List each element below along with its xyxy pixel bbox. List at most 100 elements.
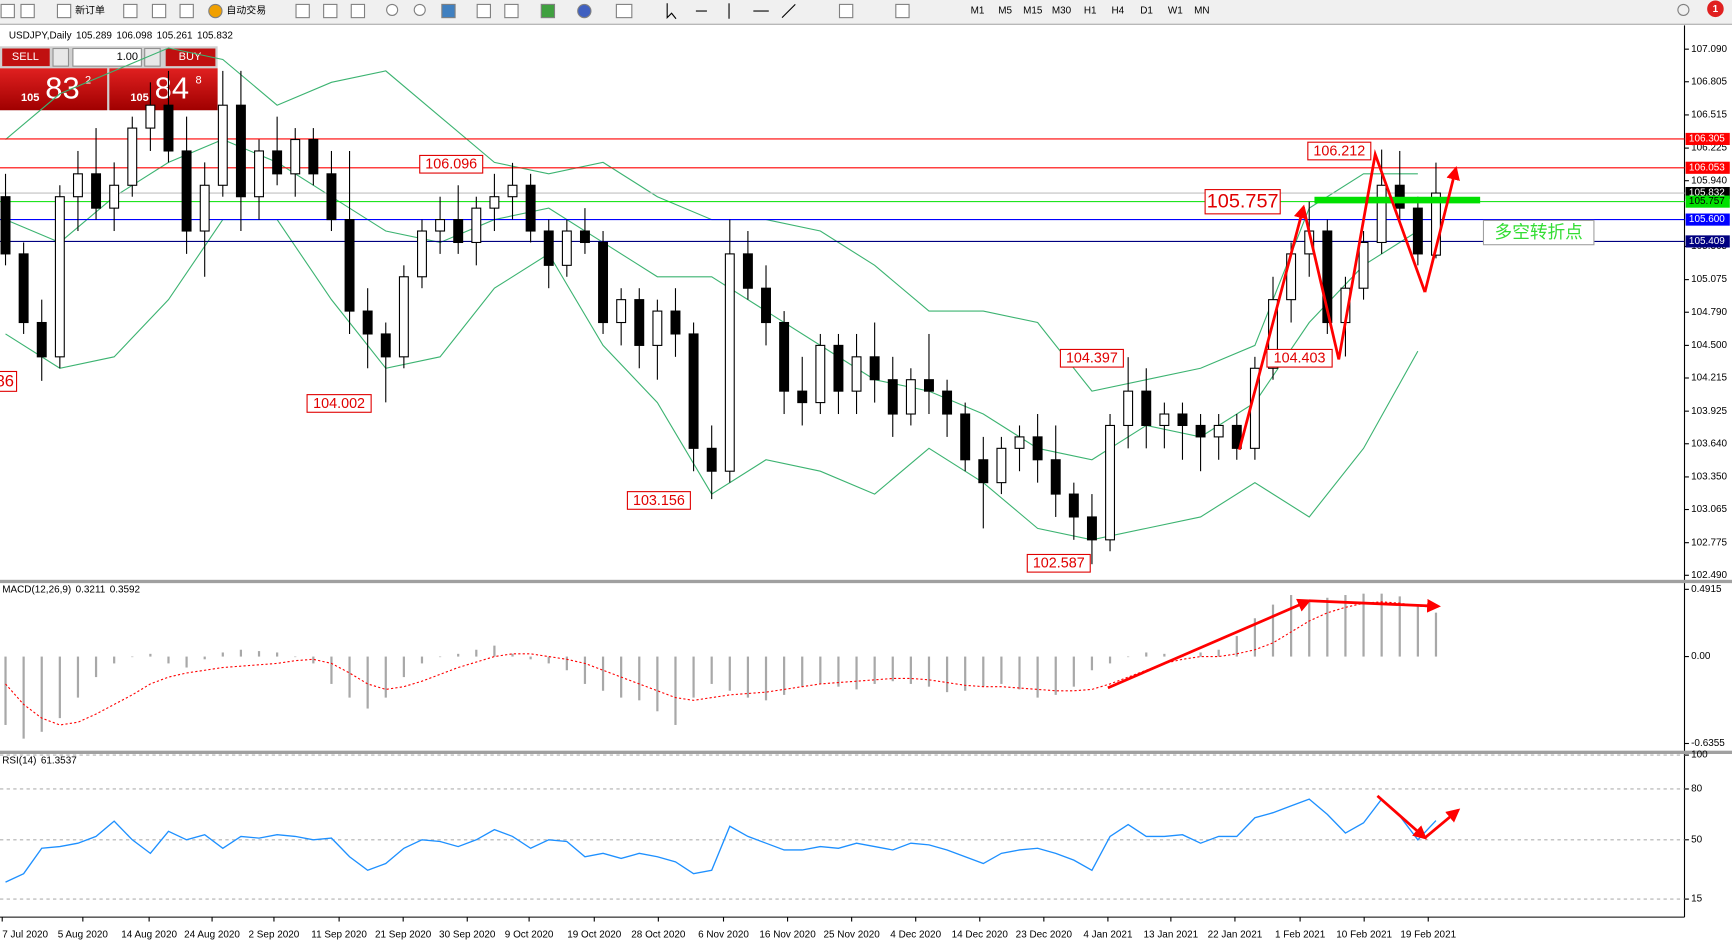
y-tick-label: 105.075: [1691, 274, 1727, 285]
candle-body: [1105, 424, 1116, 541]
macd-bar: [1235, 636, 1238, 657]
icon[interactable]: [295, 3, 310, 19]
icon[interactable]: [781, 4, 796, 19]
macd-bar: [1000, 656, 1003, 684]
icon[interactable]: [838, 3, 854, 19]
notification-badge[interactable]: [1707, 0, 1724, 18]
macd-bar: [801, 656, 804, 687]
macd-bar: [1380, 593, 1383, 657]
candle-body: [797, 390, 808, 404]
icon[interactable]: [0, 3, 15, 19]
candle-body: [471, 207, 482, 244]
lots-spinner[interactable]: [52, 47, 70, 67]
chart-area: [0, 25, 1732, 948]
support-zone: [1314, 196, 1481, 204]
macd-bar: [312, 656, 315, 664]
icon[interactable]: [895, 3, 910, 19]
candle-body: [761, 287, 771, 324]
x-tick-label: 6 Nov 2020: [698, 929, 749, 940]
icon[interactable]: [441, 3, 456, 19]
macd-bar: [547, 656, 550, 664]
new-order-button[interactable]: 新订单: [75, 4, 105, 17]
timeframe-button[interactable]: M30: [1052, 6, 1072, 17]
icon[interactable]: [577, 3, 592, 19]
x-tick-label: 30 Sep 2020: [439, 929, 496, 940]
macd-bar: [1362, 593, 1365, 657]
candle-body: [1123, 390, 1134, 427]
trend-arrow: [1423, 165, 1460, 293]
y-tick-label: 104.500: [1691, 340, 1727, 351]
y-tick-label: 106.805: [1691, 76, 1727, 87]
x-tick-label: 16 Nov 2020: [759, 929, 816, 940]
icon[interactable]: [504, 3, 519, 19]
macd-bar: [511, 653, 514, 657]
icon[interactable]: [123, 3, 138, 19]
buy-button[interactable]: [165, 48, 216, 67]
indicator-title: RSI(14): [2, 755, 36, 766]
timeframe-button[interactable]: D1: [1140, 6, 1153, 17]
candle-body: [1394, 184, 1405, 209]
macd-bar: [1054, 656, 1057, 695]
x-tick-label: 13 Jan 2021: [1144, 929, 1199, 940]
icon[interactable]: [615, 3, 633, 19]
macd-bar: [257, 651, 261, 657]
candle-body: [561, 230, 572, 266]
price-annotation: 106.212: [1313, 143, 1365, 159]
auto-trading-button[interactable]: 自动交易: [226, 4, 266, 17]
indicator-value: 61.3537: [41, 755, 77, 766]
price-annotation-box: [1026, 553, 1091, 573]
icon[interactable]: [20, 3, 35, 19]
sell-button[interactable]: [2, 48, 50, 67]
price-annotation-box: [306, 394, 372, 413]
ohlc-value: 105.261: [157, 30, 193, 41]
timeframe-button[interactable]: M1: [971, 6, 985, 17]
candle-body: [1376, 184, 1387, 244]
y-tick-label: 102.490: [1691, 570, 1727, 581]
icon[interactable]: [208, 3, 223, 19]
macd-bar: [565, 656, 568, 671]
sell-label: SELL: [12, 51, 39, 63]
macd-bar: [131, 656, 134, 658]
sell-fraction: 2: [85, 74, 91, 86]
timeframe-button[interactable]: W1: [1168, 6, 1183, 17]
trend-zigzag: [1302, 148, 1427, 360]
candle-body: [362, 310, 373, 335]
x-tick-label: 19 Feb 2021: [1400, 929, 1456, 940]
icon[interactable]: [540, 3, 556, 19]
macd-bar: [855, 656, 858, 690]
icon[interactable]: [666, 3, 677, 20]
macd-bar: [927, 656, 931, 687]
icon[interactable]: [56, 3, 72, 19]
candle-body: [1430, 192, 1441, 256]
macd-bar: [113, 656, 116, 664]
candle-body: [435, 219, 446, 232]
panel-separator: [0, 750, 1732, 754]
candle-body: [72, 173, 83, 198]
macd-bar: [1290, 595, 1293, 657]
macd-bar: [783, 656, 786, 695]
buy-pips: 84: [155, 71, 189, 106]
x-tick-label: 2 Sep 2020: [249, 929, 300, 940]
timeframe-button[interactable]: H1: [1084, 6, 1097, 17]
timeframe-button[interactable]: M15: [1023, 6, 1043, 17]
candle-body: [779, 321, 790, 392]
timeframe-button[interactable]: M5: [998, 6, 1012, 17]
icon[interactable]: [350, 3, 366, 19]
buy-price-box[interactable]: [109, 68, 218, 111]
sell-price-box[interactable]: [0, 68, 108, 111]
macd-bar: [1072, 656, 1075, 687]
icon[interactable]: [413, 3, 426, 16]
timeframe-button[interactable]: MN: [1194, 6, 1209, 17]
timeframe-button[interactable]: H4: [1111, 6, 1124, 17]
candle-body: [616, 299, 627, 324]
candle-body: [996, 447, 1007, 484]
icon[interactable]: [179, 3, 194, 19]
search-icon[interactable]: [1677, 3, 1690, 16]
icon[interactable]: [386, 3, 399, 16]
icon[interactable]: [323, 3, 338, 19]
candle-body: [272, 150, 283, 175]
icon[interactable]: [151, 3, 167, 19]
icon[interactable]: [476, 3, 491, 19]
lots-input[interactable]: [72, 47, 142, 67]
candle-body: [978, 459, 989, 484]
